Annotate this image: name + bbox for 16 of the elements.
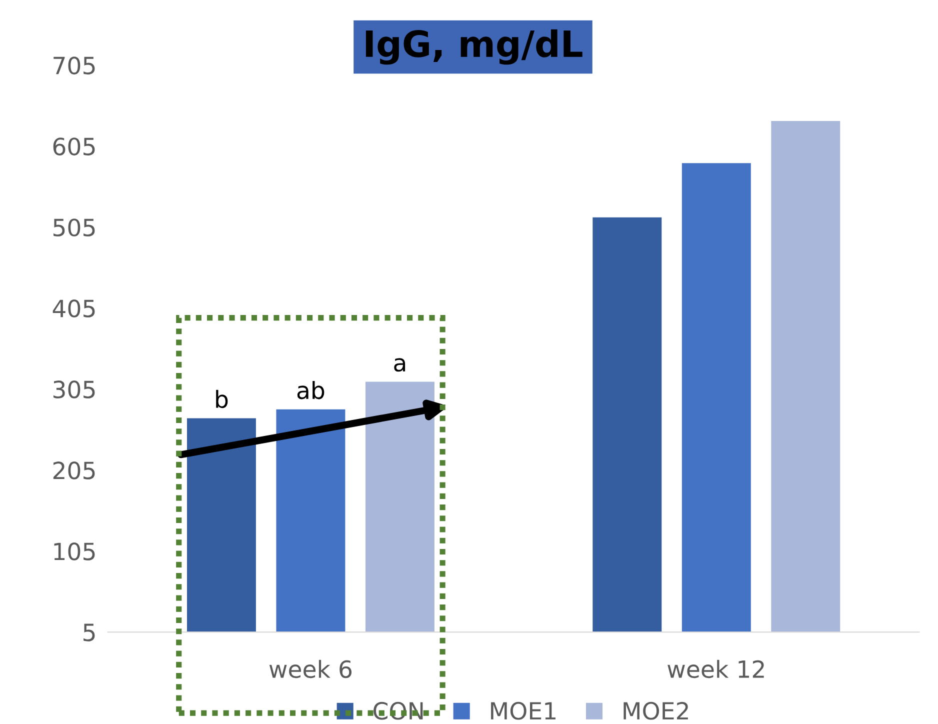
y-tick-label: 5 xyxy=(84,624,95,642)
y-tick-label: 405 xyxy=(52,300,95,318)
x-tick-label: week 12 xyxy=(668,660,764,678)
chart-title: IgG, mg/dL xyxy=(366,29,582,65)
y-tick-label: 705 xyxy=(54,56,95,74)
y-tick-label: 505 xyxy=(54,218,95,236)
y-tick-label: 105 xyxy=(54,542,95,560)
y-tick-label: 205 xyxy=(53,462,95,480)
x-tick-label: week 6 xyxy=(269,660,352,678)
legend-label: MOE1 xyxy=(491,702,556,720)
annotation: b xyxy=(216,390,228,408)
y-tick-label: 605 xyxy=(53,138,95,156)
y-tick-label: 305 xyxy=(53,380,95,398)
legend-label: MOE2 xyxy=(624,702,688,720)
annotation: a xyxy=(394,358,406,372)
annotation: ab xyxy=(297,380,324,400)
